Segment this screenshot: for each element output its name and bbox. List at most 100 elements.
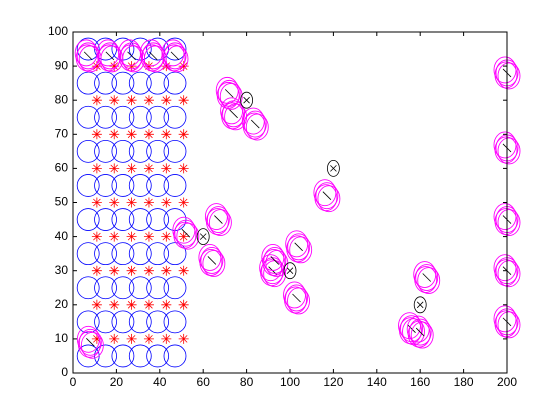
heading-line: [105, 51, 115, 61]
star-marker: [91, 163, 102, 174]
cluster-circle: [77, 330, 101, 358]
grid-circle: [128, 37, 152, 61]
heading-line: [127, 51, 136, 61]
grid-circle: [128, 174, 152, 197]
marks: [74, 37, 521, 368]
target-x: [199, 233, 207, 240]
grid-circle: [94, 71, 117, 95]
star-marker: [178, 129, 189, 140]
heading-line: [83, 51, 93, 61]
cluster-circle: [497, 311, 521, 339]
cluster-circle: [400, 315, 423, 343]
star-marker: [178, 197, 189, 208]
cluster-circle: [163, 42, 187, 70]
y-tick-label: 0: [61, 365, 68, 379]
star-marker: [178, 265, 189, 276]
cluster-circle: [165, 45, 189, 73]
y-tick-label: 10: [55, 331, 69, 345]
heading-line: [415, 327, 425, 337]
star-marker: [143, 299, 154, 310]
grid-circle: [146, 37, 170, 61]
grid-circle: [76, 139, 100, 163]
star-marker: [161, 95, 172, 106]
star-marker: [91, 299, 102, 310]
star-marker: [161, 163, 172, 174]
grid-circle: [94, 242, 117, 266]
cluster-circle: [287, 287, 310, 315]
x-tick-label: 160: [410, 375, 430, 389]
star-marker: [161, 231, 172, 242]
grid-circle: [163, 37, 187, 61]
heading-line: [270, 256, 280, 265]
grid-circle: [111, 208, 135, 231]
grid-circle: [146, 276, 170, 300]
heading-line: [294, 242, 303, 252]
star-marker: [91, 197, 102, 208]
star-marker: [126, 129, 137, 140]
star-marker: [91, 265, 102, 276]
y-tick-label: 50: [55, 195, 69, 209]
star-marker: [126, 265, 137, 276]
heading-line: [250, 119, 260, 129]
x-tick-label: 120: [323, 375, 343, 389]
cluster-circle: [245, 113, 269, 141]
grid-circle: [128, 242, 152, 266]
y-tick-label: 90: [55, 58, 69, 72]
cluster-circle: [494, 136, 518, 164]
star-marker: [126, 299, 137, 310]
star-marker: [143, 95, 154, 106]
grid-circle: [163, 310, 187, 334]
heading-line: [229, 109, 238, 119]
star-marker: [161, 299, 172, 310]
star-marker: [178, 231, 189, 242]
grid-circle: [111, 174, 135, 197]
star-marker: [126, 163, 137, 174]
target-x: [416, 301, 424, 309]
star-marker: [178, 333, 189, 344]
cluster-circle: [415, 264, 439, 291]
cluster-circle: [208, 209, 232, 237]
grid-circle: [128, 139, 152, 163]
cluster-circle: [314, 184, 338, 212]
grid-circle: [163, 105, 187, 129]
x-tick-label: 140: [367, 375, 387, 389]
star-marker: [126, 95, 137, 106]
x-tick-label: 0: [70, 375, 77, 389]
star-marker: [161, 61, 172, 72]
x-tick-label: 200: [497, 375, 517, 389]
star-marker: [109, 197, 120, 208]
star-marker: [178, 299, 189, 310]
star-marker: [109, 61, 120, 72]
target-x: [243, 96, 250, 104]
grid-circle: [76, 71, 100, 95]
y-tick-label: 70: [55, 126, 69, 140]
y-tick-label: 100: [48, 24, 68, 38]
grid-circle: [163, 71, 187, 95]
cluster-circle: [286, 235, 310, 263]
cluster-circle: [285, 284, 308, 312]
cluster-circle: [497, 260, 521, 288]
cluster-circle: [402, 318, 425, 346]
cluster-circle: [494, 310, 518, 338]
star-marker: [161, 333, 172, 344]
star-marker: [126, 333, 137, 344]
grid-circle: [111, 310, 135, 334]
cluster-circle: [414, 266, 438, 293]
grid-circle: [146, 139, 170, 163]
heading-line: [86, 338, 95, 347]
heading-line: [170, 51, 180, 61]
grid-circle: [128, 208, 152, 231]
cluster-circle: [317, 185, 341, 213]
heading-line: [224, 89, 234, 98]
cluster-circle: [289, 236, 313, 264]
grid-circle: [128, 310, 152, 334]
grid-circle: [128, 276, 152, 300]
cluster-circle: [219, 82, 243, 110]
star-marker: [143, 333, 154, 344]
y-tick-label: 40: [55, 229, 69, 243]
star-marker: [109, 265, 120, 276]
cluster-circle: [176, 222, 200, 250]
cluster-circle: [284, 286, 307, 314]
plot-area: [73, 32, 507, 373]
